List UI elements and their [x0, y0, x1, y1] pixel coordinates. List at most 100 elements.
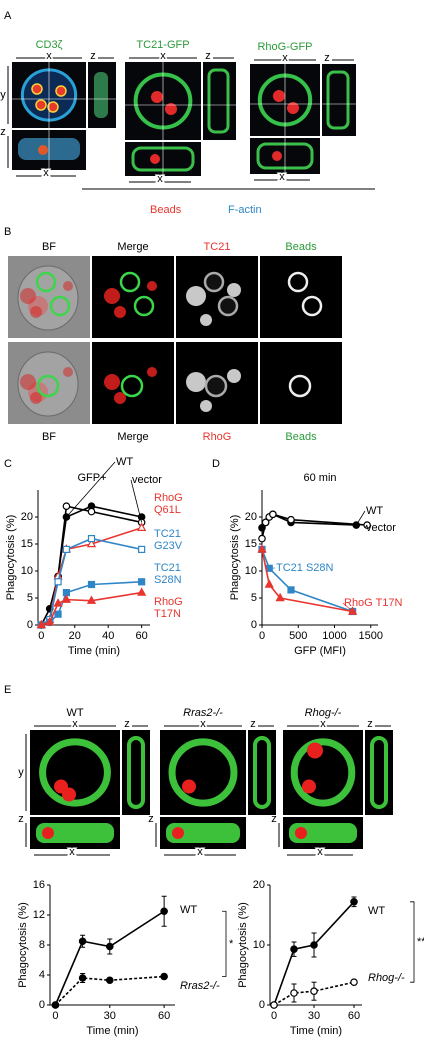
- chart-title: 60 min: [303, 472, 336, 484]
- axis-letter: x: [157, 173, 163, 185]
- axis-letter: x: [46, 50, 52, 62]
- series-label: RhoG T17N: [154, 596, 183, 620]
- x-tick-label: 30: [308, 1010, 320, 1022]
- bead: [217, 295, 239, 317]
- bottom-signal: [36, 823, 114, 843]
- red-signal: [30, 392, 42, 404]
- y-tick-label: 4: [39, 969, 45, 981]
- micrograph: [260, 256, 342, 338]
- marker: [287, 586, 295, 594]
- x-tick-label: 1500: [359, 630, 383, 642]
- gray-signal: [200, 400, 212, 412]
- marker: [36, 619, 46, 629]
- image-yz: [365, 730, 393, 815]
- bead: [62, 787, 76, 802]
- y-tick-label: 12: [33, 909, 45, 921]
- image-label: Merge: [117, 431, 148, 443]
- bottom-bead: [42, 827, 54, 839]
- marker: [138, 545, 146, 554]
- marker: [86, 595, 97, 604]
- micrograph: [12, 62, 116, 170]
- bead: [287, 102, 299, 114]
- y-tick-label: 10: [253, 939, 265, 951]
- axis-letter: z: [124, 718, 130, 730]
- marker: [350, 897, 358, 906]
- micrograph: [92, 342, 174, 424]
- side-signal: [370, 736, 388, 809]
- image-title: CD3ζ: [36, 39, 63, 51]
- series-line: [261, 549, 353, 613]
- series-label: WT: [366, 505, 384, 517]
- bead: [204, 374, 228, 398]
- series-line: [261, 513, 368, 539]
- x-tick-label: 0: [52, 1010, 58, 1022]
- micrograph: [8, 342, 90, 424]
- image-label: Beads: [285, 241, 317, 253]
- axis-letter: z: [250, 718, 256, 730]
- image-title: Rras2-/-: [183, 707, 223, 719]
- red-signal: [104, 288, 120, 304]
- significance-bracket: [222, 910, 227, 977]
- panel-label: A: [4, 10, 12, 22]
- bead: [133, 295, 155, 317]
- bead: [31, 83, 43, 95]
- x-tick-label: 0: [38, 630, 44, 642]
- marker: [137, 522, 147, 532]
- series-label: TC21 G23V: [154, 528, 183, 552]
- side-signal: [207, 68, 230, 134]
- axis-letter: x: [197, 846, 203, 858]
- bead: [35, 99, 47, 111]
- x-tick-label: 30: [104, 1010, 116, 1022]
- marker: [105, 976, 114, 985]
- x-tick-label: 500: [289, 630, 307, 642]
- y-tick-label: 15: [21, 538, 33, 550]
- y-tick-label: 20: [253, 879, 265, 891]
- red-signal: [63, 281, 73, 291]
- y-axis-label: Phagocytosis (%): [229, 515, 241, 601]
- bead: [307, 742, 323, 759]
- axis-letter: x: [317, 846, 323, 858]
- marker: [87, 580, 96, 589]
- significance: *: [229, 938, 234, 950]
- micrograph: [125, 62, 236, 176]
- panel-label: D: [212, 458, 220, 470]
- marker: [310, 941, 318, 949]
- leader: [364, 524, 368, 529]
- x-tick-label: 20: [69, 630, 81, 642]
- marker: [269, 510, 277, 519]
- x-tick-label: 40: [102, 630, 114, 642]
- chart-title: GFP+: [77, 472, 106, 484]
- leader: [130, 479, 143, 523]
- y-tick-label: 20: [245, 511, 257, 523]
- legend-entry: F-actin: [228, 204, 262, 216]
- bead: [55, 85, 67, 97]
- marker: [53, 598, 63, 607]
- bottom-signal: [166, 823, 240, 843]
- image-label: BF: [42, 431, 56, 443]
- image-label: BF: [42, 241, 56, 253]
- marker: [287, 515, 295, 524]
- membrane: [168, 738, 238, 807]
- y-tick-label: 5: [27, 592, 33, 604]
- series-label: RhoG T17N: [344, 597, 403, 609]
- legend-entry: Beads: [150, 204, 182, 216]
- axis-letter: z: [90, 50, 96, 62]
- series-line: [273, 901, 355, 1006]
- x-axis-label: Time (min): [68, 645, 120, 657]
- micrograph: [160, 730, 276, 849]
- leader: [342, 602, 353, 612]
- image-label: Merge: [117, 241, 148, 253]
- bottom-bead: [272, 151, 282, 161]
- x-axis-label: GFP (MFI): [294, 645, 346, 657]
- bottom-bead: [150, 154, 160, 164]
- marker: [62, 545, 71, 554]
- axis-letter: y: [18, 766, 24, 778]
- marker: [258, 534, 266, 543]
- micrograph: [283, 730, 393, 849]
- bead: [49, 295, 71, 317]
- marker: [86, 538, 97, 548]
- axis-letter: z: [18, 813, 24, 825]
- marker: [275, 592, 285, 602]
- bead: [287, 271, 309, 293]
- axis-letter: x: [72, 718, 78, 730]
